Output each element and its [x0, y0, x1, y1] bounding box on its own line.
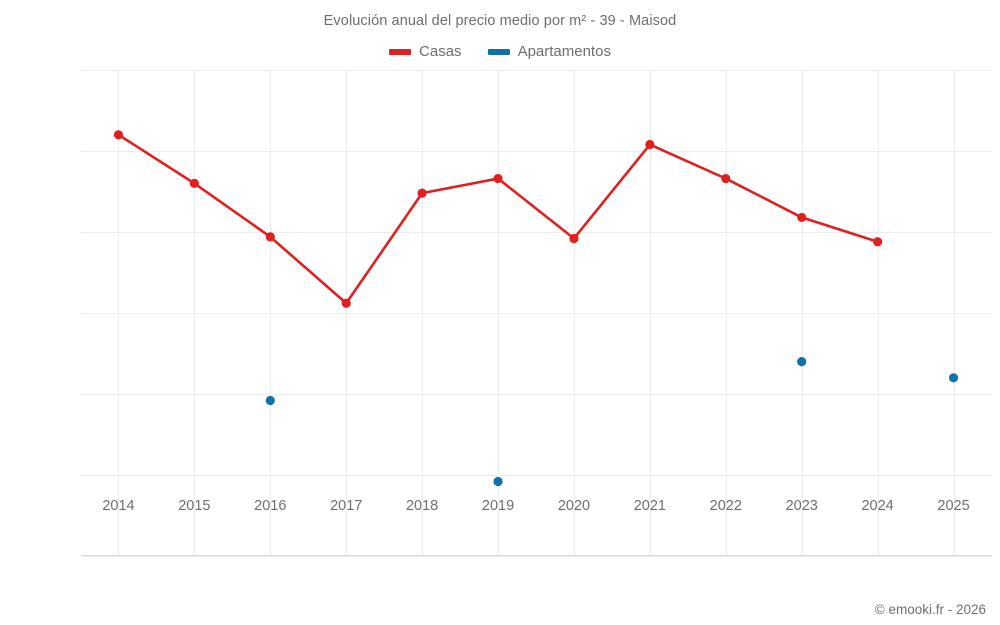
plot-area [81, 70, 992, 557]
x-axis-tick-label: 2015 [178, 498, 211, 514]
x-axis-tick-label: 2020 [557, 498, 591, 514]
data-point-apartamentos[interactable] [797, 357, 807, 367]
gridline-vertical [498, 70, 500, 556]
data-point-casas[interactable] [493, 173, 503, 184]
legend-item-apartamentos[interactable]: Apartamentos [487, 43, 611, 60]
gridline-vertical [346, 70, 348, 556]
x-axis-tick-label: 2018 [405, 498, 439, 514]
gridline-vertical [801, 70, 803, 556]
data-point-casas[interactable] [645, 139, 655, 150]
gridline-vertical [573, 70, 575, 556]
gridline-horizontal [81, 475, 992, 476]
line-swatch-icon [487, 48, 510, 55]
data-point-casas[interactable] [265, 232, 275, 242]
page-title: Evolución anual del precio medio por m² … [323, 13, 677, 29]
gridline-vertical [877, 70, 879, 556]
data-point-apartamentos[interactable] [493, 476, 503, 487]
legend-item-label: Apartamentos [517, 43, 611, 60]
x-axis-tick-label: 2025 [937, 498, 970, 514]
legend-item-casas[interactable]: Casas [389, 43, 462, 60]
x-axis-tick-label: 2016 [254, 498, 287, 514]
gridline-horizontal [81, 313, 992, 314]
data-point-casas[interactable] [873, 237, 883, 247]
line-swatch-icon [389, 48, 412, 55]
footer-credit: © emooki.fr - 2026 [874, 602, 986, 617]
data-point-casas[interactable] [797, 212, 807, 223]
x-axis-tick-label: 2019 [481, 498, 515, 514]
gridline-vertical [649, 70, 651, 556]
x-axis-tick-label: 2023 [785, 498, 818, 514]
data-point-casas[interactable] [569, 233, 579, 244]
gridline-vertical [953, 70, 955, 556]
legend-item-label: Casas [419, 43, 462, 60]
series-layer [113, 130, 959, 487]
gridline-horizontal [81, 232, 992, 233]
gridline-vertical [725, 70, 727, 556]
x-axis-tick-label: 2022 [709, 498, 742, 514]
chart-legend: Casas Apartamentos [0, 43, 1000, 60]
gridline-vertical [270, 70, 272, 556]
x-axis-tick-label: 2021 [633, 498, 667, 514]
gridline-vertical [118, 70, 120, 556]
gridline-vertical [194, 70, 196, 556]
data-point-casas[interactable] [417, 188, 427, 198]
x-axis-tick-label: 2014 [102, 498, 135, 514]
x-axis-tick-label: 2024 [861, 498, 894, 514]
data-point-apartamentos[interactable] [948, 373, 959, 383]
gridline-horizontal [81, 556, 992, 557]
gridline-horizontal [81, 394, 992, 395]
data-point-casas[interactable] [113, 130, 124, 140]
gridline-horizontal [81, 151, 992, 152]
data-point-casas[interactable] [721, 173, 731, 184]
data-point-casas[interactable] [189, 178, 199, 188]
gridline-horizontal [81, 70, 992, 71]
data-point-casas[interactable] [341, 298, 351, 308]
data-point-apartamentos[interactable] [265, 395, 275, 406]
series-line-casas [117, 133, 879, 305]
x-axis-line [81, 555, 992, 556]
gridline-vertical [422, 70, 424, 556]
x-axis-tick-label: 2017 [330, 498, 363, 514]
